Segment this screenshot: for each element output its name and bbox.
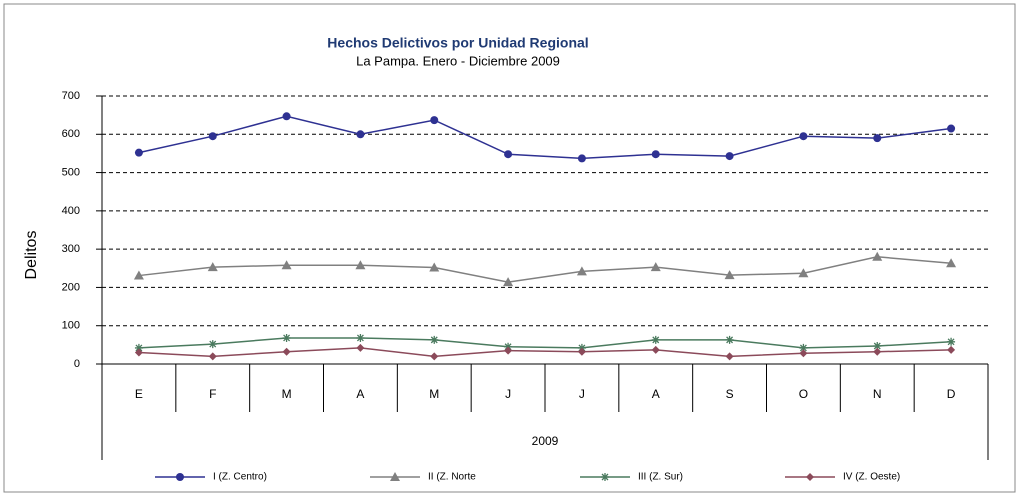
marker (429, 262, 440, 272)
chart-frame (3, 3, 1016, 493)
x-tick-label: M (282, 387, 292, 401)
y-tick-label: 0 (74, 358, 80, 370)
legend-label: III (Z. Sur) (638, 472, 683, 483)
marker (799, 343, 808, 352)
marker (576, 266, 587, 276)
legend-label: IV (Z. Oeste) (843, 472, 900, 483)
marker (806, 473, 814, 481)
x-axis-label: 2009 (532, 434, 559, 448)
marker (872, 251, 883, 261)
marker (504, 150, 513, 159)
y-axis-label: Delitos (23, 231, 40, 280)
marker (207, 262, 218, 272)
marker (873, 347, 882, 356)
marker (873, 342, 882, 351)
marker (650, 262, 661, 272)
marker (134, 343, 143, 352)
marker (282, 112, 291, 121)
y-tick-label: 400 (62, 205, 80, 217)
marker (651, 345, 660, 354)
x-tick-label: J (505, 387, 511, 401)
marker (504, 346, 513, 355)
marker (601, 473, 609, 481)
marker (356, 333, 365, 342)
marker (355, 260, 366, 270)
x-tick-label: E (135, 387, 143, 401)
series-line (138, 115, 952, 160)
marker (577, 154, 586, 163)
marker (134, 348, 143, 357)
marker (577, 347, 586, 356)
chart-title: Hechos Delictivos por Unidad Regional (327, 35, 588, 51)
marker (947, 345, 956, 354)
x-tick-label: O (799, 387, 808, 401)
marker (725, 352, 734, 361)
marker (651, 150, 660, 159)
x-tick-label: M (429, 387, 439, 401)
marker (134, 148, 143, 157)
marker (724, 270, 735, 280)
marker (282, 333, 291, 342)
y-tick-label: 200 (62, 281, 80, 293)
marker (947, 124, 956, 133)
marker (799, 132, 808, 141)
marker (946, 258, 957, 268)
marker (503, 277, 514, 287)
marker (282, 347, 291, 356)
y-tick-label: 100 (62, 320, 80, 332)
marker (208, 352, 217, 361)
x-tick-label: A (356, 387, 364, 401)
series-line (138, 256, 952, 283)
legend-label: I (Z. Centro) (213, 472, 267, 483)
marker (430, 352, 439, 361)
marker (208, 132, 217, 141)
marker (651, 335, 660, 344)
marker (430, 116, 439, 125)
x-tick-label: N (873, 387, 882, 401)
x-tick-label: D (947, 387, 956, 401)
marker (873, 134, 882, 143)
marker (281, 260, 292, 270)
y-tick-label: 500 (62, 166, 80, 178)
marker (208, 340, 217, 349)
x-tick-label: A (652, 387, 660, 401)
marker (356, 130, 365, 139)
marker (430, 335, 439, 344)
x-tick-label: F (209, 387, 216, 401)
marker (390, 472, 400, 481)
x-tick-label: J (579, 387, 585, 401)
marker (176, 473, 184, 481)
marker (133, 270, 144, 280)
series-line (138, 337, 952, 349)
marker (799, 349, 808, 358)
marker (725, 152, 734, 161)
y-tick-label: 300 (62, 243, 80, 255)
y-tick-label: 700 (62, 90, 80, 102)
marker (356, 343, 365, 352)
chart-subtitle: La Pampa. Enero - Diciembre 2009 (356, 53, 560, 68)
legend-label: II (Z. Norte (428, 472, 476, 483)
marker (947, 337, 956, 346)
marker (725, 335, 734, 344)
marker (798, 268, 809, 278)
y-tick-label: 600 (62, 128, 80, 140)
x-tick-label: S (726, 387, 734, 401)
series-line (138, 347, 952, 358)
